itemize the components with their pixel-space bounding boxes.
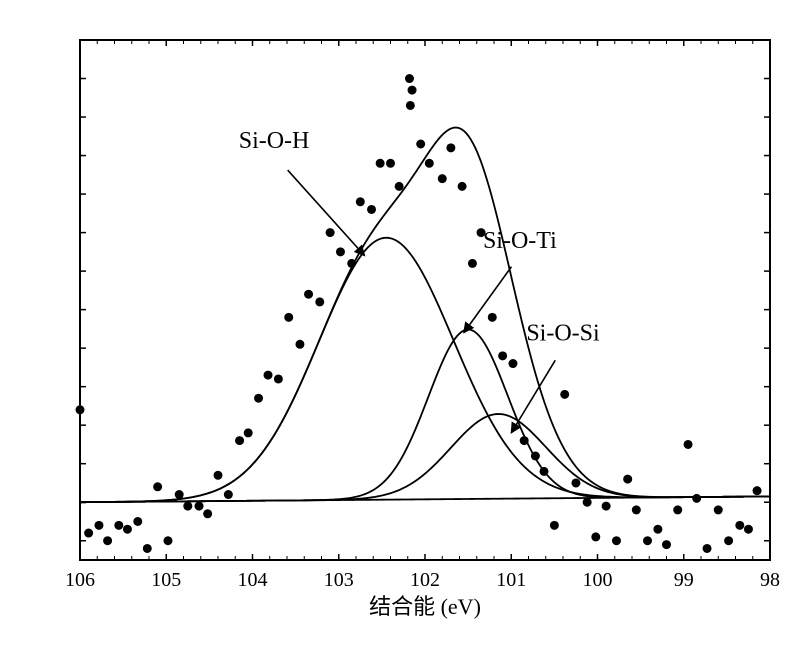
si-o-ti-curve — [80, 330, 770, 503]
x-tick-label: 98 — [760, 569, 780, 591]
scatter-points — [76, 74, 762, 553]
x-tick-label: 104 — [238, 569, 268, 591]
peak-label: Si-O-Ti — [483, 228, 557, 254]
x-tick-label: 105 — [151, 569, 181, 591]
xps-spectrum-chart: 106 105 104 103 102 101 100 99 98 结合能 (eV) Si-O-H S… — [0, 0, 800, 648]
x-tick-label: 99 — [674, 569, 694, 591]
peak-label: Si-O-H — [239, 128, 310, 154]
plot-frame — [80, 40, 770, 560]
x-tick-label: 103 — [324, 569, 354, 591]
x-tick-label: 106 — [65, 569, 95, 591]
x-tick-label: 101 — [496, 569, 526, 591]
annotation-arrow — [288, 170, 365, 256]
si-o-si-curve — [80, 414, 770, 502]
peak-label: Si-O-Si — [526, 320, 600, 346]
x-tick-label: 102 — [410, 569, 440, 591]
chart-svg: 106 105 104 103 102 101 100 99 98 结合能 (eV) Si-O-H S… — [0, 0, 800, 648]
x-axis-label: 结合能 (eV) — [369, 594, 481, 619]
annotation-arrow — [511, 360, 555, 433]
x-tick-label: 100 — [583, 569, 613, 591]
si-o-h-curve — [80, 238, 770, 502]
envelope-curve — [80, 128, 770, 503]
annotation-arrow — [464, 267, 512, 333]
